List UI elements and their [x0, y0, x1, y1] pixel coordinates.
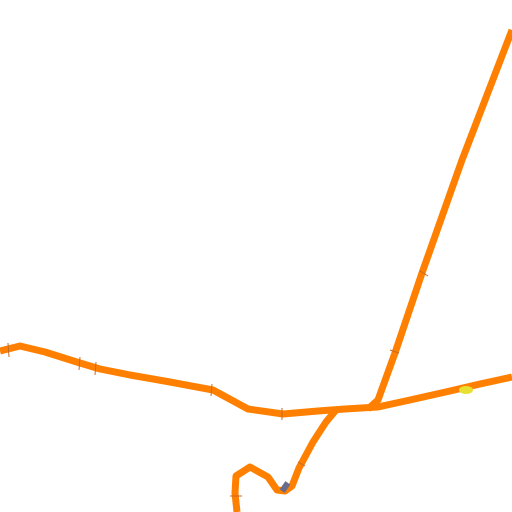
tick-mark	[389, 349, 400, 354]
tick-mark	[7, 342, 10, 358]
tick-mark	[94, 361, 97, 376]
road-west-east[interactable]	[0, 342, 512, 418]
map-markers	[279, 386, 473, 493]
roads-layer	[0, 28, 512, 512]
tick-mark	[419, 270, 429, 277]
tick-mark	[78, 356, 81, 371]
location-marker-icon[interactable]	[279, 481, 291, 493]
tick-mark	[297, 461, 306, 467]
road-southern-spur[interactable]	[231, 407, 339, 512]
road-diagonal-north[interactable]	[365, 28, 512, 412]
point-of-interest-icon[interactable]	[459, 386, 473, 394]
tick-mark	[210, 383, 213, 397]
road-tick-marks	[7, 270, 429, 497]
